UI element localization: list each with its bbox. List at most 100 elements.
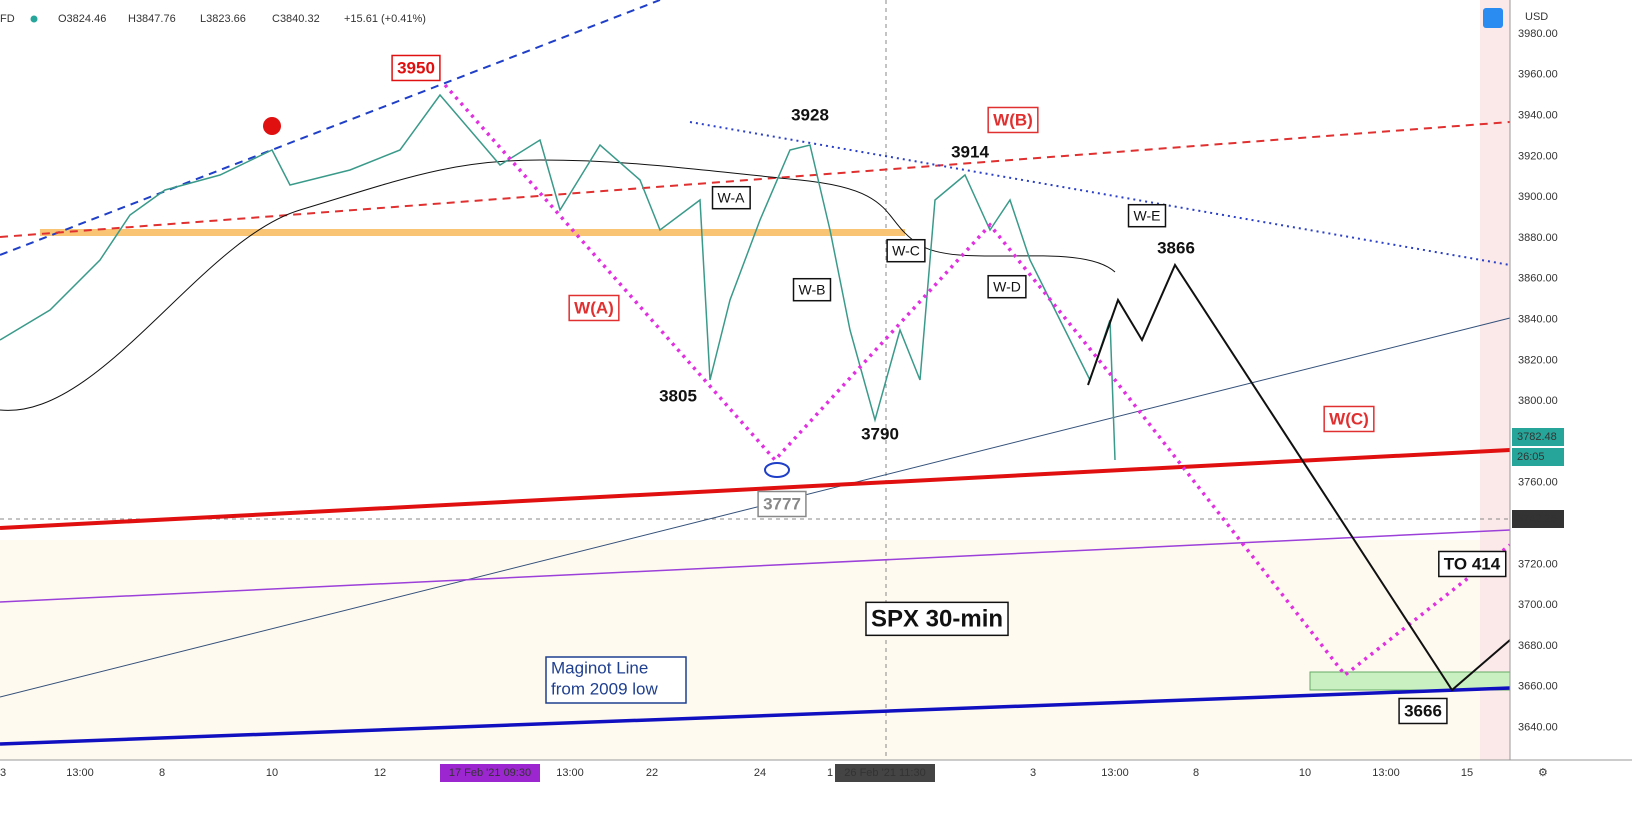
annotation: 3805 <box>659 386 697 405</box>
time-label: 10 <box>1299 767 1311 779</box>
price-label: 3920.00 <box>1518 150 1558 162</box>
time-highlight <box>440 764 540 782</box>
button[interactable] <box>1483 8 1503 28</box>
trendline <box>0 448 1511 530</box>
currency: USD <box>1525 11 1548 23</box>
annotation-box <box>1438 550 1507 578</box>
time-label: 3 <box>0 767 6 779</box>
eye-icon <box>764 462 790 478</box>
annotation-box <box>987 106 1039 134</box>
moving-average <box>0 159 1116 411</box>
price-label: 3980.00 <box>1518 28 1558 40</box>
ohlc-value: +15.61 (+0.41%) <box>344 13 426 25</box>
price-path <box>0 93 1116 461</box>
ohlc-value: L3823.66 <box>200 13 246 25</box>
wave-path <box>443 83 1512 678</box>
status-dot <box>30 15 38 23</box>
annotation: W-B <box>799 282 826 298</box>
trendline <box>0 121 1511 238</box>
price-label: 3900.00 <box>1518 191 1558 203</box>
price-tag-text: 3782.48 <box>1517 431 1557 443</box>
price-tag <box>1512 510 1564 528</box>
time-label: 15 <box>1461 767 1473 779</box>
time-label: 3 <box>1030 767 1036 779</box>
time-label: 22 <box>646 767 658 779</box>
annotation-box <box>757 490 807 518</box>
support-band <box>40 229 905 236</box>
price-label: 3860.00 <box>1518 273 1558 285</box>
annotation-box <box>1398 697 1448 725</box>
price-tag <box>1512 428 1564 446</box>
price-tag-text: 3742.25 <box>1517 513 1557 525</box>
annotation-box <box>1323 405 1375 433</box>
ohlc-value: O3824.46 <box>58 13 106 25</box>
time-label: 26 Feb '21 11:30 <box>844 767 925 779</box>
annotation: SPX 30-min <box>871 605 1003 632</box>
annotation: Maginot Line <box>551 658 648 677</box>
ohlc-value: H3847.76 <box>128 13 176 25</box>
time-highlight <box>835 764 935 782</box>
trendline <box>0 529 1511 603</box>
time-label: 1 <box>827 767 833 779</box>
symbol: FD <box>0 13 15 25</box>
annotation-box <box>792 277 832 302</box>
annotation-box <box>865 601 1009 637</box>
zone <box>1480 0 1510 760</box>
time-label: 24 <box>754 767 766 779</box>
annotation: W-E <box>1134 208 1161 224</box>
annotation: W-D <box>993 279 1021 295</box>
annotation: 3914 <box>951 142 989 161</box>
time-label: 8 <box>1193 767 1199 779</box>
price-label: 3720.00 <box>1518 558 1558 570</box>
time-label: 13:00 <box>1101 767 1129 779</box>
annotation: 3928 <box>791 105 829 124</box>
annotation: 3790 <box>861 424 899 443</box>
price-tag <box>1512 448 1564 466</box>
alert-icon <box>263 117 281 135</box>
annotation: 3950 <box>397 58 435 77</box>
annotation: from 2009 low <box>551 679 658 698</box>
target-zone <box>1309 671 1511 691</box>
trendline <box>689 121 1511 266</box>
annotation-box <box>545 656 687 704</box>
annotation-box <box>886 238 926 263</box>
price-axis <box>1510 0 1632 818</box>
time-label: 13:00 <box>1372 767 1400 779</box>
time-label: 13:00 <box>556 767 584 779</box>
annotation: W(C) <box>1329 409 1369 428</box>
annotation: W-A <box>718 190 746 206</box>
annotation-box <box>711 185 751 210</box>
price-label: 3700.00 <box>1518 599 1558 611</box>
annotation: 3666 <box>1404 701 1442 720</box>
time-label: 8 <box>159 767 165 779</box>
price-label: 3680.00 <box>1518 640 1558 652</box>
trendline <box>0 686 1511 746</box>
price-tag-text: 26:05 <box>1517 451 1545 463</box>
price-label: 3880.00 <box>1518 232 1558 244</box>
price-label: 3840.00 <box>1518 314 1558 326</box>
price-label: 3760.00 <box>1518 477 1558 489</box>
annotation-box <box>987 274 1027 299</box>
trendline <box>0 317 1511 698</box>
annotation: W(A) <box>574 298 614 317</box>
annotation-box <box>391 54 441 82</box>
time-label: 12 <box>374 767 386 779</box>
annotation: W-C <box>892 243 920 259</box>
price-label: 3660.00 <box>1518 681 1558 693</box>
price-label: 3640.00 <box>1518 722 1558 734</box>
annotation: TO 414 <box>1444 554 1501 573</box>
zone <box>0 540 1510 760</box>
projection <box>1087 262 1511 692</box>
price-label: 3820.00 <box>1518 354 1558 366</box>
annotation: W(B) <box>993 110 1033 129</box>
trendline <box>0 0 661 256</box>
annotation-box <box>1127 203 1167 228</box>
price-label: 3800.00 <box>1518 395 1558 407</box>
annotation: 3866 <box>1157 238 1195 257</box>
time-label: 17 Feb '21 09:30 <box>449 767 531 779</box>
settings: ⚙ <box>1538 767 1548 779</box>
time-label: 13:00 <box>66 767 94 779</box>
price-label: 3940.00 <box>1518 110 1558 122</box>
annotation: 3777 <box>763 494 801 513</box>
